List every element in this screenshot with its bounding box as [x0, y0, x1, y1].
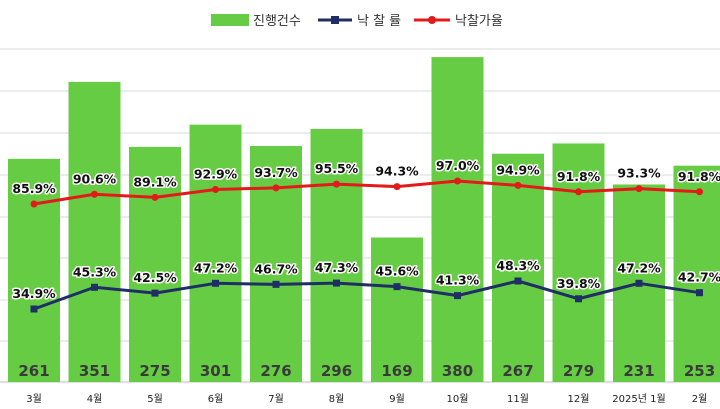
bar-value-label: 276 [260, 362, 291, 380]
price-ratio-value-label: 85.9% [12, 181, 56, 196]
win-rate-point [514, 277, 522, 285]
bar [371, 237, 423, 382]
x-tick-label: 9월 [389, 393, 405, 405]
win-rate-value-label: 42.7% [678, 270, 720, 285]
price-ratio-point [91, 190, 98, 198]
x-tick-label: 10월 [447, 393, 469, 405]
bar [673, 165, 720, 382]
price-ratio-point [696, 188, 703, 196]
bar-value-label: 231 [623, 362, 654, 380]
price-ratio-line [33, 179, 700, 206]
bar [68, 81, 121, 383]
x-tick-label: 8월 [329, 393, 345, 405]
x-tick-label: 5월 [147, 393, 163, 405]
win-rate-value-label: 46.7% [254, 261, 298, 276]
data-labels: 261 351 275 301 276 296 169 380 267 279 231 253 85.9… [11, 157, 720, 381]
price-ratio-point [30, 200, 38, 208]
price-ratio-point [272, 184, 280, 192]
win-rate-point [272, 280, 280, 288]
legend-marker-navy [331, 16, 339, 24]
x-tick-label: 3월 [26, 393, 42, 405]
price-ratio-value-label: 95.5% [315, 161, 359, 176]
price-ratio-value-label: 89.1% [133, 174, 177, 189]
bar-value-label: 279 [563, 362, 594, 380]
bar-value-label: 267 [502, 362, 533, 380]
price-ratio-value-label: 97.0% [436, 158, 480, 173]
bar [189, 124, 242, 383]
legend-label-bar: 진행건수 [253, 13, 301, 29]
win-rate-point [91, 283, 98, 291]
bar [492, 153, 544, 382]
price-ratio-point [635, 185, 643, 193]
bar [8, 158, 60, 382]
legend-swatch-bar [211, 14, 249, 26]
win-rate-point [333, 279, 340, 287]
x-tick-label: 11월 [507, 393, 529, 405]
bar-value-label: 169 [381, 362, 412, 380]
bar-value-label: 380 [442, 362, 473, 380]
price-ratio-value-label: 90.6% [73, 171, 117, 186]
bar-value-label: 296 [321, 362, 352, 380]
bar [431, 57, 484, 382]
win-rate-point [393, 283, 401, 291]
legend-marker-red [428, 16, 436, 24]
x-tick-label: 2025년 1월 [612, 393, 665, 405]
win-rate-point [696, 289, 703, 297]
bar-value-label: 351 [79, 362, 110, 380]
price-ratio-point [393, 183, 401, 191]
x-tick-label: 6월 [208, 393, 224, 405]
x-axis: 3월 4월 5월 6월 7월 8월 9월 10월 11월 12월 2025년 1월 2월 [26, 393, 707, 405]
x-tick-label: 7월 [268, 393, 284, 405]
x-tick-label: 12월 [568, 393, 590, 405]
win-rate-value-label: 45.6% [375, 264, 419, 279]
price-ratio-value-label: 93.7% [254, 165, 298, 180]
win-rate-point [30, 305, 38, 313]
bar-series [8, 57, 720, 383]
price-ratio-value-label: 93.3% [617, 166, 661, 181]
win-rate-value-label: 41.3% [436, 273, 480, 288]
win-rate-value-label: 42.5% [133, 270, 177, 285]
legend-label-navy: 낙 찰 률 [357, 14, 401, 29]
price-ratio-value-label: 91.8% [557, 169, 601, 184]
price-ratio-value-label: 91.8% [678, 169, 720, 184]
price-ratio-point [333, 180, 340, 188]
win-rate-point [454, 292, 461, 300]
win-rate-point [575, 295, 582, 303]
win-rate-value-label: 34.9% [12, 286, 56, 301]
bar-value-label: 261 [18, 362, 49, 380]
win-rate-value-label: 47.2% [194, 260, 238, 275]
legend: 진행건수 낙 찰 률 낙찰가율 [211, 13, 503, 29]
win-rate-value-label: 47.2% [617, 260, 661, 275]
price-ratio-point [454, 177, 461, 185]
win-rate-line [33, 279, 700, 311]
bar [129, 146, 181, 382]
bar [552, 143, 605, 382]
price-ratio-point [212, 185, 219, 193]
price-ratio-point [575, 188, 582, 196]
price-ratio-point [514, 181, 522, 189]
legend-label-red: 낙찰가율 [455, 14, 503, 29]
win-rate-value-label: 45.3% [73, 264, 117, 279]
bar [310, 128, 363, 382]
win-rate-point [212, 279, 219, 287]
price-ratio-point [151, 193, 159, 201]
line-series [30, 177, 703, 313]
price-ratio-value-label: 94.9% [496, 162, 540, 177]
win-rate-point [151, 289, 159, 297]
win-rate-point [635, 279, 643, 287]
price-ratio-value-label: 92.9% [194, 166, 238, 181]
bar-value-label: 301 [200, 362, 231, 380]
x-tick-label: 4월 [87, 393, 103, 405]
win-rate-value-label: 47.3% [315, 260, 359, 275]
x-tick-label: 2월 [692, 393, 708, 405]
price-ratio-value-label: 94.3% [375, 164, 419, 179]
bar-value-label: 275 [139, 362, 170, 380]
bar-value-label: 253 [684, 362, 715, 380]
win-rate-value-label: 39.8% [557, 276, 601, 291]
win-rate-value-label: 48.3% [496, 258, 540, 273]
